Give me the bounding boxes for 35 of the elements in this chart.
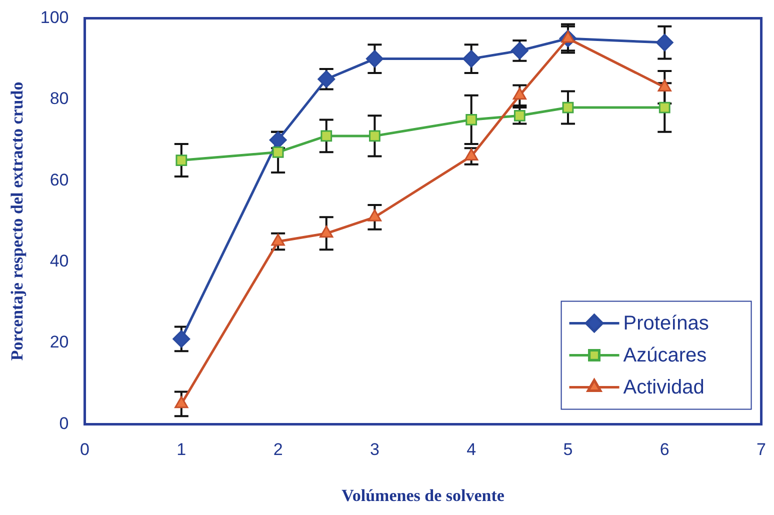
x-tick-label: 4	[466, 440, 476, 460]
point	[176, 154, 188, 166]
point	[172, 330, 190, 348]
point	[271, 234, 285, 246]
y-tick-label: 40	[50, 251, 69, 270]
point	[368, 209, 382, 222]
point	[320, 130, 332, 142]
y-tick-label: 0	[59, 414, 69, 433]
x-tick-label: 2	[273, 440, 283, 460]
x-tick-label: 1	[176, 440, 186, 460]
point	[466, 114, 478, 126]
y-axis-title: Porcentaje respecto del extracto crudo	[8, 82, 27, 361]
y-tick-label: 80	[50, 89, 69, 108]
x-axis-title: Volúmenes de solvente	[342, 486, 505, 506]
point	[462, 50, 480, 68]
point	[174, 396, 188, 408]
y-tick-label: 60	[50, 170, 69, 190]
point	[658, 102, 670, 114]
point	[512, 88, 526, 100]
point	[320, 226, 334, 238]
legend-label: Proteínas	[623, 312, 709, 335]
legend-label: Actividad	[623, 376, 704, 399]
y-tick-label: 20	[50, 332, 69, 352]
y-tick-label: 100	[40, 8, 69, 27]
x-tick-label: 7	[756, 440, 766, 460]
point	[366, 50, 384, 68]
point	[272, 146, 284, 158]
legend-label: Azúcares	[623, 344, 707, 367]
x-tick-label: 6	[660, 440, 670, 460]
point	[562, 102, 574, 114]
x-tick-label: 0	[80, 440, 90, 460]
point	[368, 130, 380, 142]
x-tick-label: 3	[370, 440, 380, 460]
x-tick-label: 5	[563, 440, 573, 460]
point	[656, 34, 674, 52]
